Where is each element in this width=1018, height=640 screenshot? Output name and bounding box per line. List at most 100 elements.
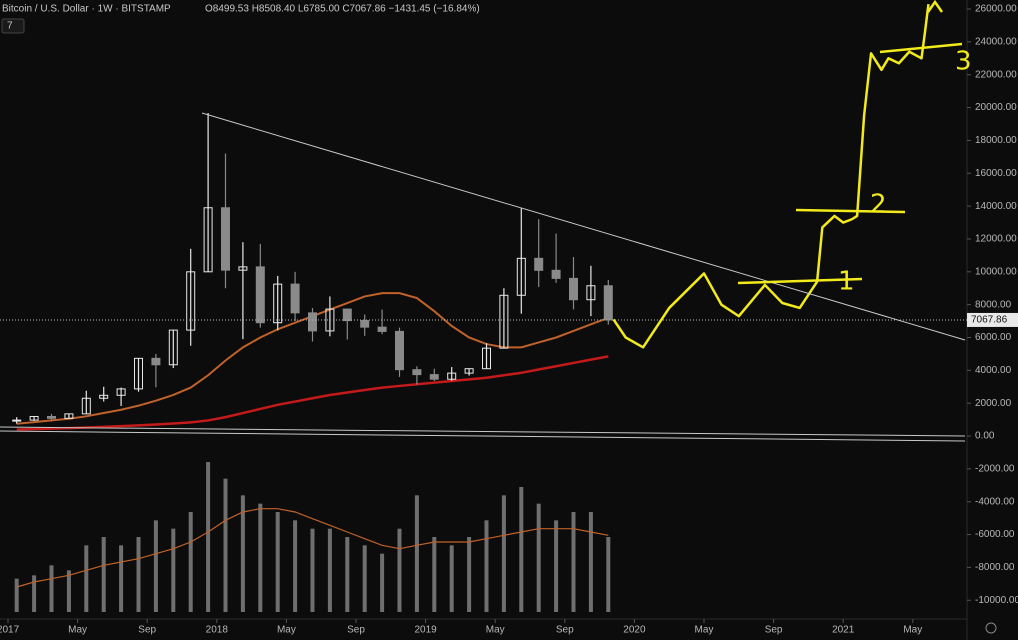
x-tick-label: Sep [138,625,156,636]
candle-body [186,271,196,331]
candle-body [116,388,126,396]
y-tick-label: 16000.00 [975,168,1017,179]
candle-body [134,357,144,390]
indicators-toggle[interactable] [1,18,25,34]
candle-body [586,285,596,301]
indicator-count: 7 [7,21,13,32]
volume-bar [32,575,37,612]
volume-bar [188,512,193,612]
candle-body [151,357,161,366]
volume-bar [84,545,89,612]
trendline [0,430,966,442]
moving-average [16,355,609,431]
candle-body [603,285,613,321]
hand-drawn-level [795,208,906,214]
candle-body [47,415,57,419]
volume-bar [206,462,211,612]
y-tick-label: 18000.00 [975,135,1017,146]
x-tick-label: May [277,625,296,636]
x-tick-label: 2018 [206,625,229,636]
volume-bar [275,512,280,612]
candle-body [290,283,300,314]
volume-bar [449,545,454,612]
y-tick-label: 22000.00 [975,69,1017,80]
candle-body [360,320,370,328]
annotation: 1 [838,267,855,297]
candle-body [516,257,526,296]
settings-button[interactable] [985,622,997,634]
x-tick-label: Sep [556,625,574,636]
drawings [0,0,966,442]
y-tick-label: -8000.00 [975,562,1015,573]
y-tick-label: 10000.00 [975,266,1017,277]
annotation: 3 [955,47,972,77]
volume-bar [432,537,437,612]
candle-body [395,330,405,371]
candle-body [412,369,422,376]
y-tick-label: 6000.00 [975,332,1012,343]
y-tick-label: -10000.00 [975,595,1018,606]
volume-bar [467,537,472,612]
x-tick-label: Sep [765,625,783,636]
candle-body [168,329,178,366]
candle-body [81,397,91,415]
x-tick-label: May [903,625,922,636]
candle-body [99,394,109,399]
x-tick-label: May [68,625,87,636]
candle-body [308,312,318,332]
x-tick-label: 2019 [414,625,437,636]
candle-body [551,269,561,279]
candle-body [12,419,22,422]
x-tick-label: May [695,625,714,636]
hand-drawn-level [879,42,963,54]
volume-bar [571,512,576,612]
candle-body [64,413,74,419]
trendline [201,112,966,341]
y-tick-label: 24000.00 [975,37,1017,48]
volume-ma-line [16,508,609,588]
volume-bar [293,520,298,612]
x-tick-label: Sep [347,625,365,636]
candle-body [534,257,544,271]
candle-body [221,207,231,271]
y-tick-label: 12000.00 [975,234,1017,245]
volume-bar [101,537,106,612]
candle-body [464,368,474,374]
volume-bar [49,565,54,612]
volume-bar [362,545,367,612]
volume-bar [258,503,263,612]
volume-bar [588,512,593,612]
symbol-title: Bitcoin / U.S. Dollar · 1W · BITSTAMP [2,4,171,15]
last-price-tag [967,312,1018,327]
volume-bar [397,528,402,612]
candle-body [342,308,352,322]
volume-bar [171,528,176,612]
x-tick-label: 2021 [832,625,855,636]
candle-body [429,374,439,380]
volume-bar [240,495,245,612]
y-tick-label: -4000.00 [975,496,1015,507]
y-tick-label: 4000.00 [975,365,1012,376]
volume-bar [310,528,315,612]
y-tick-label: 14000.00 [975,201,1017,212]
y-tick-label: -6000.00 [975,529,1015,540]
volume-bar [484,520,489,612]
volume-bar [136,537,141,612]
ohlc-legend: O8499.53 H8508.40 L6785.00 C7067.86 −143… [205,4,480,15]
last-price-label: 7067.86 [971,315,1008,326]
y-tick-label: 0.00 [975,431,995,442]
volume-bar [536,503,541,612]
candle-body [273,283,283,324]
candle-body [238,266,248,271]
y-tick-label: 20000.00 [975,102,1017,113]
candle-body [255,266,265,324]
y-tick-label: 26000.00 [975,4,1017,15]
x-tick-label: 2020 [623,625,646,636]
candle-body [569,277,579,301]
volume-bar [414,495,419,612]
x-tick-label: May [486,625,505,636]
y-tick-label: 8000.00 [975,299,1012,310]
volume-bar [501,495,506,612]
